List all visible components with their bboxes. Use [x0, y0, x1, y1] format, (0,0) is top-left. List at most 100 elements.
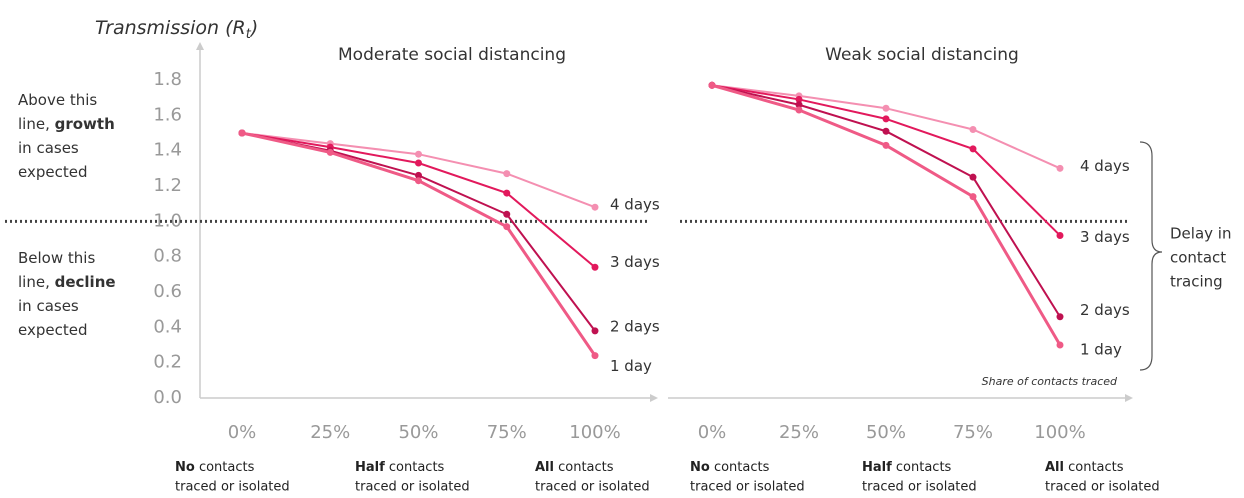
data-point [591, 352, 599, 360]
x-tick-label: 0% [228, 422, 257, 443]
x-note-line2: traced or isolated [690, 480, 805, 495]
series-label: 3 days [610, 253, 660, 271]
annotation-text: expected [18, 163, 87, 181]
x-note-bold: All [1045, 460, 1064, 475]
data-point [882, 104, 890, 112]
x-note: Half contacts [355, 460, 445, 475]
annotation-text: expected [18, 321, 87, 339]
x-tick-label: 50% [866, 422, 906, 443]
series-label: 2 days [1080, 301, 1130, 319]
series-label: 3 days [1080, 228, 1130, 246]
data-point [1056, 313, 1064, 321]
x-tick-label: 0% [698, 422, 727, 443]
x-note: All contacts [535, 460, 614, 475]
x-note: No contacts [690, 460, 770, 475]
data-point [1056, 341, 1064, 349]
panel-title: Moderate social distancing [338, 45, 566, 65]
data-point [882, 115, 890, 123]
x-note-bold: No [690, 460, 710, 475]
y-axis-arrow [196, 42, 204, 50]
series-line [711, 83, 1062, 346]
x-note-line2: traced or isolated [355, 480, 470, 495]
annotation: expected [18, 163, 87, 181]
series-label: 2 days [610, 317, 660, 335]
x-note-line2: traced or isolated [535, 480, 650, 495]
legend-title: Delay in [1170, 225, 1231, 243]
y-tick-label: 0.4 [153, 316, 182, 337]
annotation: Above this [18, 91, 97, 109]
x-tick-label: 50% [398, 422, 438, 443]
x-note: All contacts [1045, 460, 1124, 475]
data-point [882, 127, 890, 135]
annotation-bold: growth [55, 115, 115, 133]
data-point [503, 170, 511, 178]
series-label: 4 days [1080, 157, 1130, 175]
x-note-text: contacts [385, 460, 445, 475]
data-point [503, 223, 511, 231]
x-note-text: contacts [1064, 460, 1124, 475]
annotation-text: Below this [18, 249, 95, 267]
data-point [415, 177, 422, 185]
y-axis-label: Transmission (Rt) [95, 17, 258, 42]
data-point [1056, 164, 1064, 172]
data-point [882, 141, 890, 149]
y-tick-label: 0.2 [153, 352, 182, 373]
data-point [415, 159, 422, 167]
x-tick-label: 75% [953, 422, 993, 443]
x-note-text: contacts [554, 460, 614, 475]
data-point [969, 145, 977, 153]
data-point [591, 327, 599, 335]
x-note-line2: traced or isolated [862, 480, 977, 495]
x-note-line2: traced or isolated [1045, 480, 1160, 495]
data-point [969, 193, 977, 201]
annotation: expected [18, 321, 87, 339]
x-tick-label: 25% [779, 422, 819, 443]
annotation: in cases [18, 139, 79, 157]
legend-title: contact [1170, 249, 1226, 267]
x-tick-label: 100% [1034, 422, 1085, 443]
annotation: line, decline [18, 273, 116, 291]
data-point [415, 150, 422, 158]
annotation-text: in cases [18, 139, 79, 157]
x-tick-label: 25% [310, 422, 350, 443]
x-note-text: contacts [892, 460, 952, 475]
x-axis-label: Share of contacts traced [982, 375, 1118, 388]
y-tick-label: 1.6 [153, 104, 182, 125]
x-note-text: contacts [710, 460, 770, 475]
y-label-end: ) [249, 17, 258, 39]
annotation-text: line, [18, 115, 55, 133]
data-point [795, 106, 803, 114]
annotation-text: in cases [18, 297, 79, 315]
data-point [503, 210, 511, 218]
x-note: No contacts [175, 460, 255, 475]
y-tick-label: 1.8 [153, 69, 182, 90]
series-label: 1 day [610, 357, 652, 375]
series-label: 1 day [1080, 341, 1122, 359]
x-note-line2: traced or isolated [175, 480, 290, 495]
annotation-text: Above this [18, 91, 97, 109]
y-label-sub: t [246, 27, 252, 42]
annotation: line, growth [18, 115, 115, 133]
series-label: 4 days [610, 196, 660, 214]
data-point [238, 129, 246, 137]
x-note-bold: Half [355, 460, 385, 475]
x-tick-label: 75% [487, 422, 527, 443]
x-axis-arrow [650, 394, 658, 402]
y-tick-label: 0.6 [153, 281, 182, 302]
annotation: in cases [18, 297, 79, 315]
data-point [969, 173, 977, 181]
x-axis-arrow [1125, 394, 1133, 402]
annotation-text: line, [18, 273, 55, 291]
data-point [969, 125, 977, 133]
data-point [591, 203, 599, 211]
x-note-bold: Half [862, 460, 892, 475]
data-point [591, 263, 599, 271]
x-note-bold: No [175, 460, 195, 475]
data-point [326, 148, 334, 156]
x-note: Half contacts [862, 460, 952, 475]
y-tick-label: 0.8 [153, 246, 182, 267]
data-point [795, 95, 803, 103]
annotation: Below this [18, 249, 95, 267]
data-point [1056, 231, 1064, 239]
